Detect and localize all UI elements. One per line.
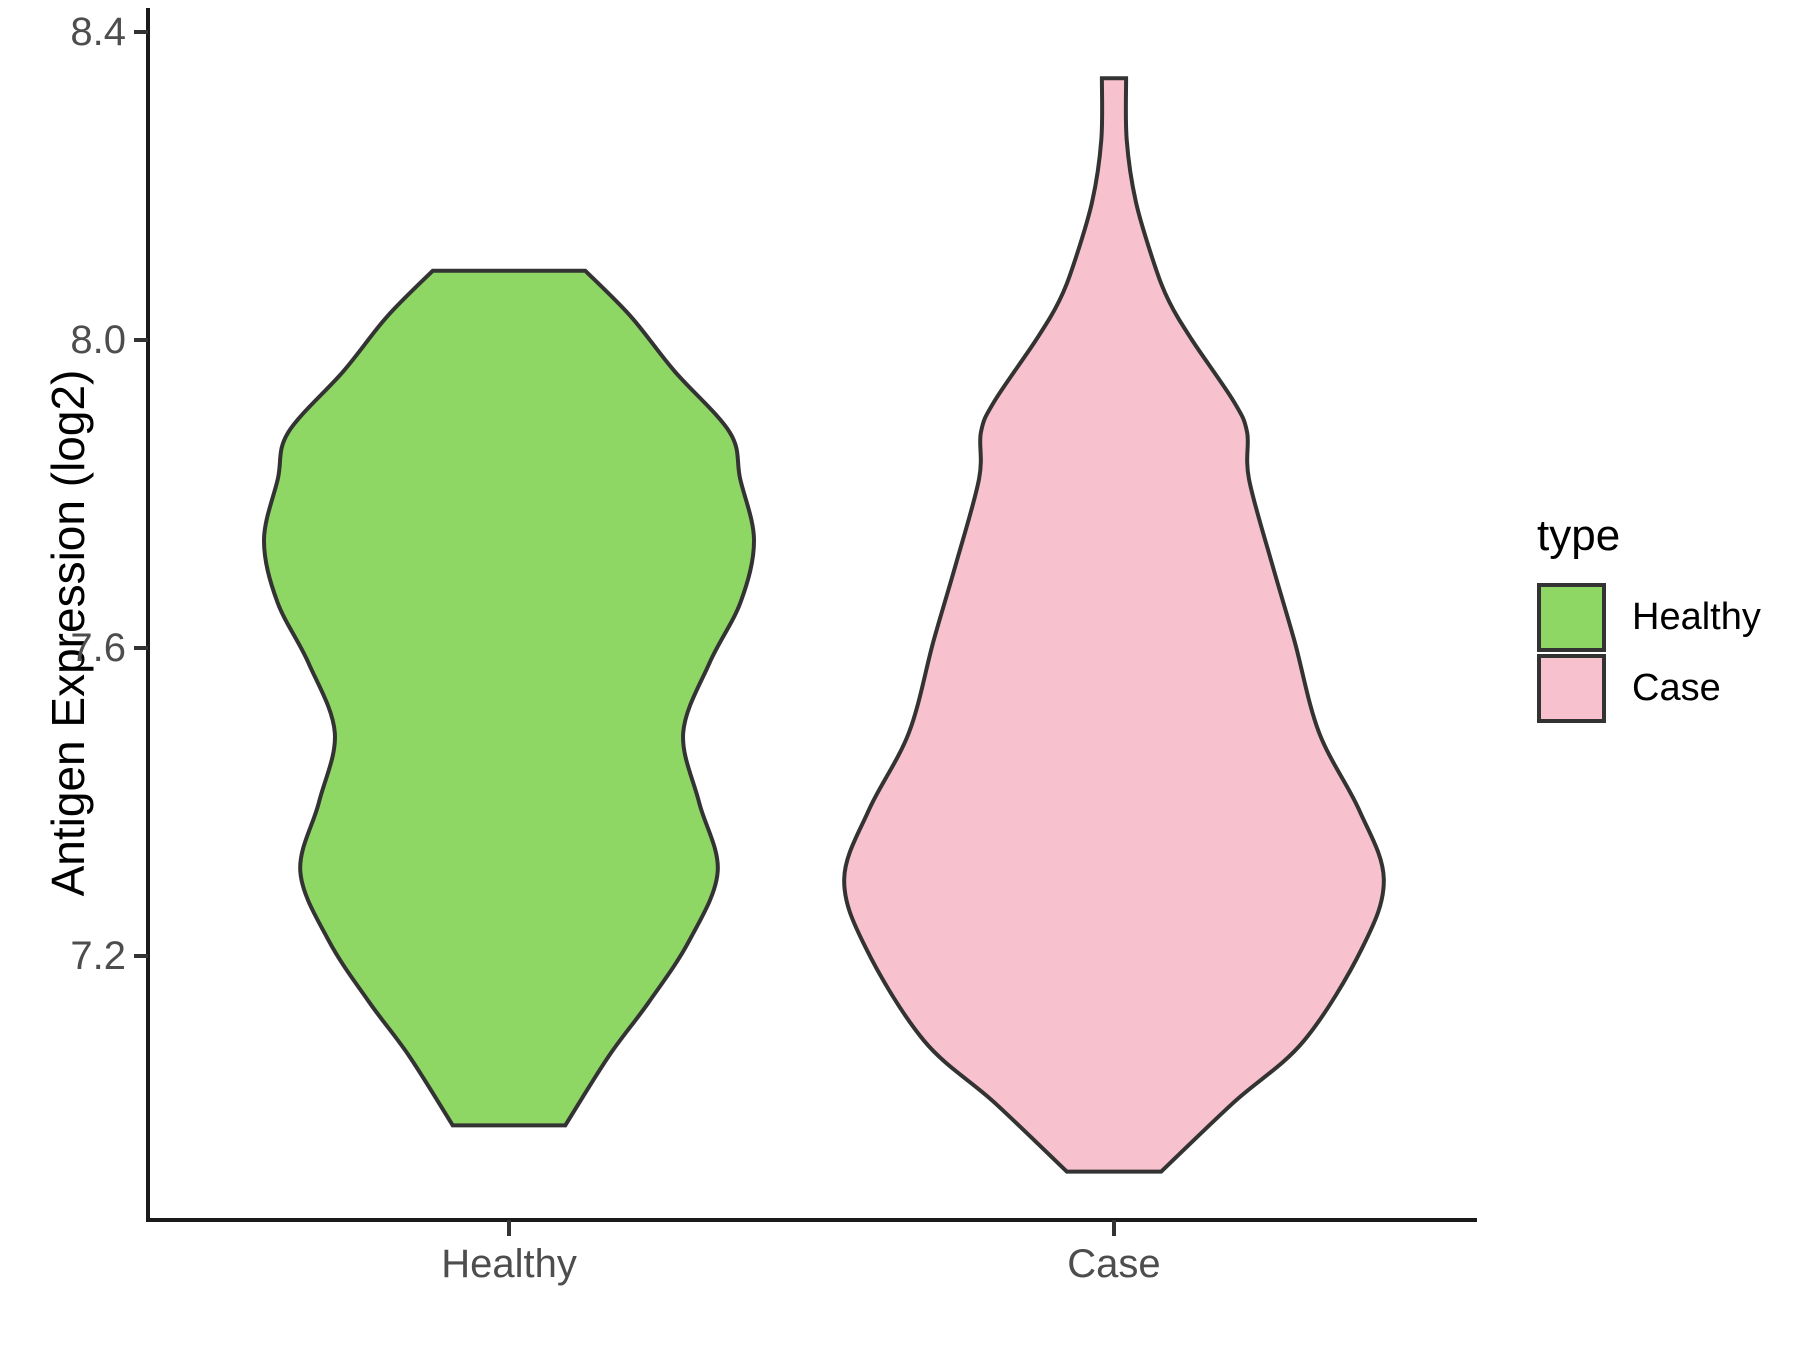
y-tick-label: 8.0	[70, 318, 126, 362]
violin-healthy	[261, 268, 757, 1128]
legend-swatch-case	[1537, 654, 1606, 723]
y-tick-label: 8.4	[70, 10, 126, 54]
x-tick-label-case: Case	[1067, 1242, 1161, 1286]
legend: type Healthy Case	[1537, 505, 1797, 765]
x-tick-label-healthy: Healthy	[441, 1242, 577, 1286]
y-tick-label: 7.6	[70, 626, 126, 670]
legend-item-label-case: Case	[1632, 667, 1721, 709]
legend-title: type	[1537, 511, 1621, 560]
legend-swatch-healthy	[1537, 583, 1606, 652]
violin-case	[842, 76, 1386, 1174]
y-tick-label: 7.2	[70, 934, 126, 978]
legend-item-label-healthy: Healthy	[1632, 596, 1761, 638]
